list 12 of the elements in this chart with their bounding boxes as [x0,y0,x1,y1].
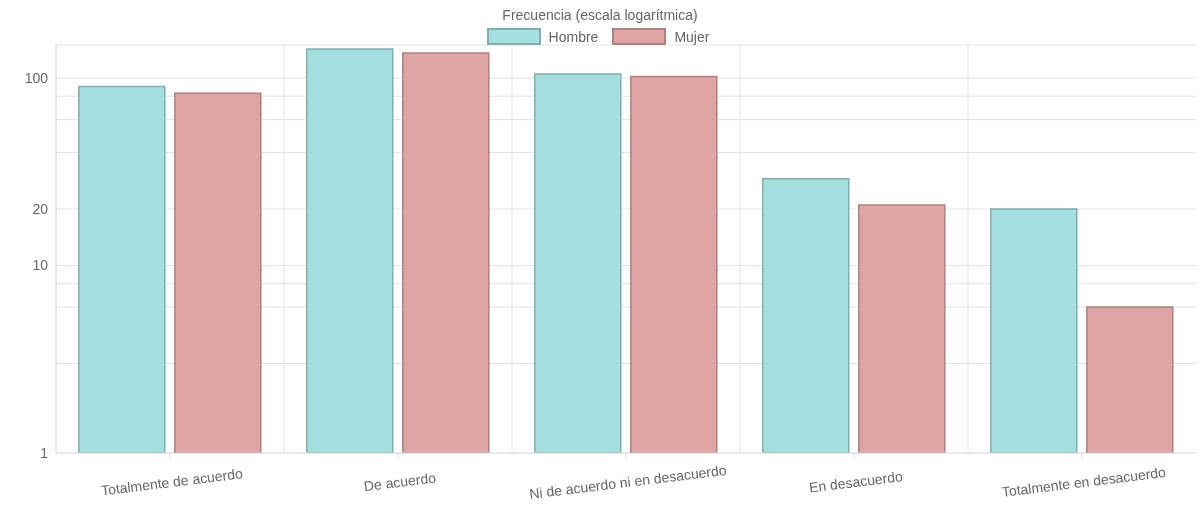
x-tick-label: Totalmente en desacuerdo [1000,463,1167,500]
legend-label: Hombre [548,28,599,45]
x-tick-label: Ni de acuerdo ni en desacuerdo [528,461,728,502]
x-tick-label: En desacuerdo [808,468,904,496]
y-tick-label: 10 [32,257,49,274]
x-tick-label: Totalmente de acuerdo [100,465,244,499]
chart-title: Frecuencia (escala logarítmica) [501,7,699,23]
y-tick-label: 1 [40,444,49,461]
x-tick-label: De acuerdo [362,469,437,495]
y-tick-label: 100 [24,69,49,86]
legend-label: Mujer [674,28,710,45]
y-tick-label: 20 [32,201,49,218]
